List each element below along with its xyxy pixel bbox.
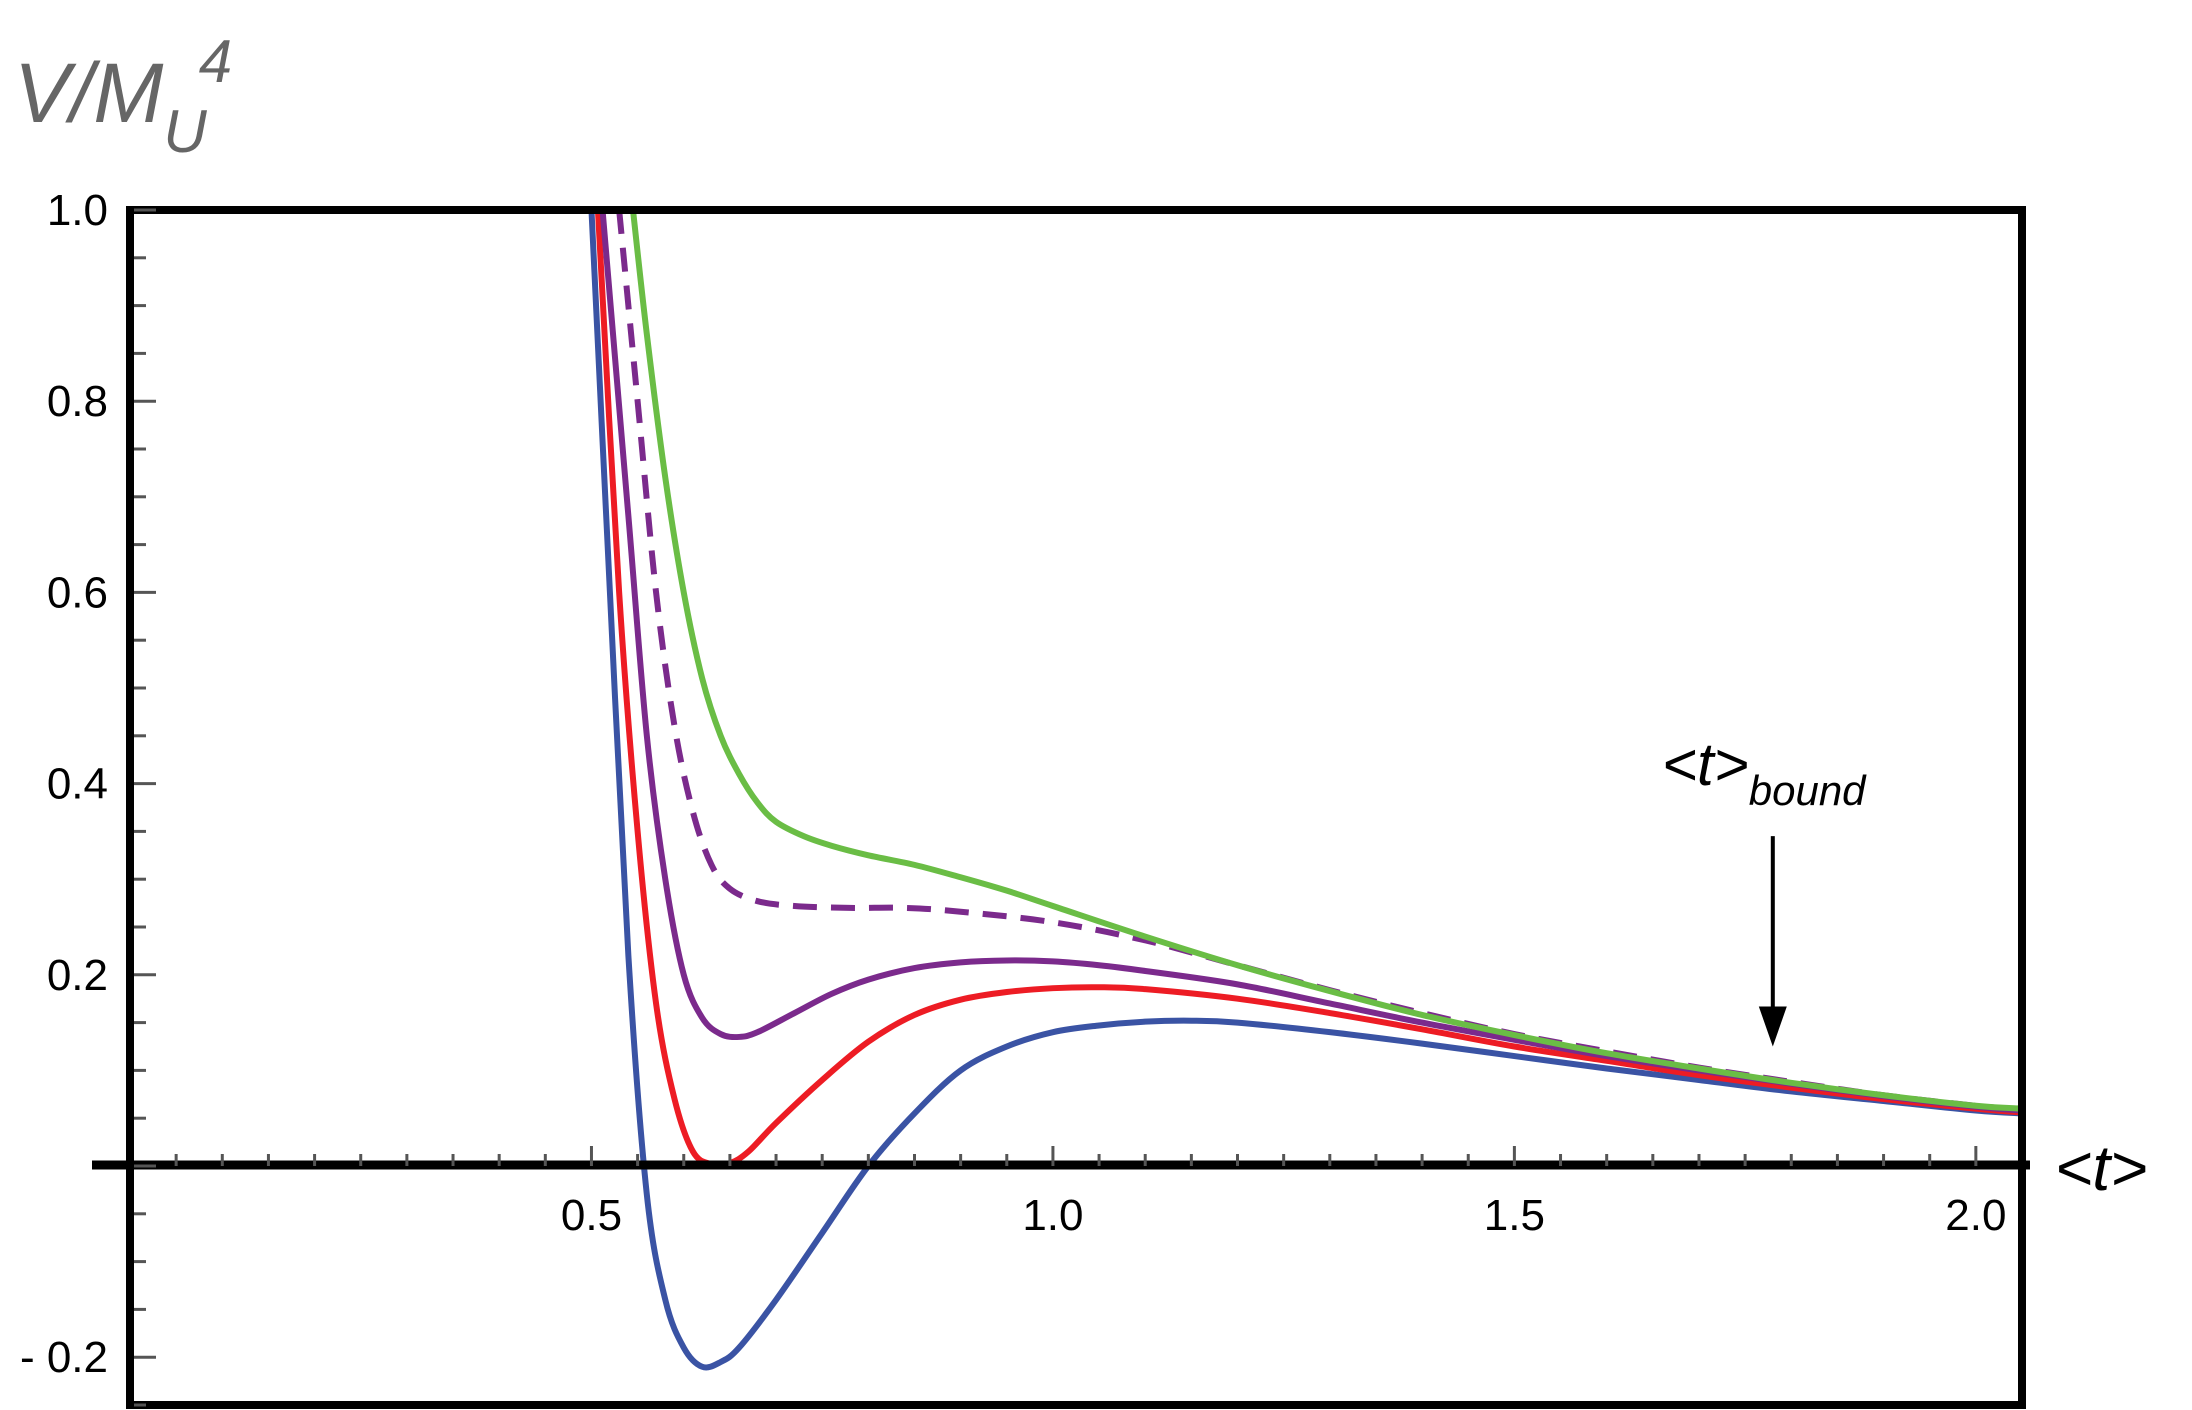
x-tick-label: 0.5 [561,1191,622,1240]
x-tick-label: 2.0 [1945,1191,2006,1240]
x-tick-label: 1.5 [1484,1191,1545,1240]
bound-annotation: <t>bound [1662,731,1867,1047]
bound-annotation-sub: bound [1749,767,1867,814]
y-tick-label: 1.0 [47,186,108,235]
series-line-2 [595,214,2018,1169]
tick-labels-layer: 0.5 1.0 1.5 2.0 1.0 0.8 0.6 0.4 0.2 - 0.2 [20,186,2006,1382]
bound-annotation-label: <t> [1662,731,1749,798]
svg-text:<t>bound: <t>bound [1662,731,1867,814]
series-layer [588,214,2018,1371]
y-axis-title-base: V/M [14,46,163,140]
x-tick-label: 1.0 [1022,1191,1083,1240]
y-axis-title-sup: 4 [199,28,232,95]
ticks-layer [134,208,1978,1407]
y-tick-label: 0.2 [47,951,108,1000]
y-tick-label: 0.4 [47,760,108,809]
bound-arrow-head [1758,1006,1787,1047]
plot-frame [126,206,2026,1409]
series-line-1 [588,214,2018,1371]
y-tick-label: 0.6 [47,568,108,617]
series-line-5 [630,214,2018,1112]
series-line-4 [616,214,2018,1113]
svg-text:V/MU4: V/MU4 [14,28,232,165]
y-axis-title-sub: U [163,98,207,165]
y-axis-title: V/MU4 [14,28,232,165]
x-axis-title: <t> [2055,1132,2148,1204]
y-tick-label: 0.8 [47,377,108,426]
y-tick-label: - 0.2 [20,1333,108,1382]
series-line-3 [599,214,2018,1114]
